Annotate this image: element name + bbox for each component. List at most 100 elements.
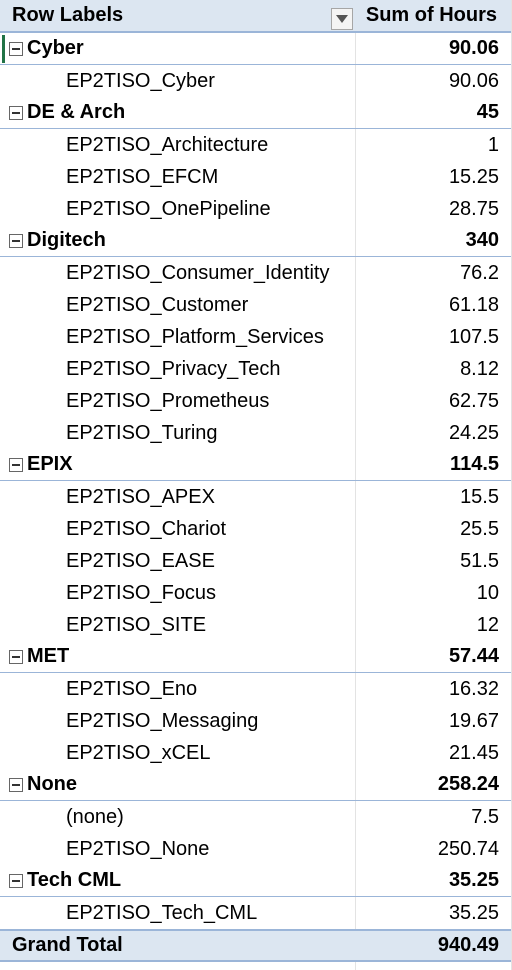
item-label: EP2TISO_EASE [66, 549, 215, 572]
item-label: EP2TISO_Customer [66, 293, 249, 316]
group-total: 57.44 [448, 645, 499, 667]
item-row[interactable]: EP2TISO_Tech_CML 35.25 [0, 897, 511, 929]
item-value: 10 [476, 581, 499, 604]
row-labels-header-cell[interactable]: Row Labels [0, 4, 355, 30]
item-row[interactable]: EP2TISO_Eno 16.32 [0, 673, 511, 705]
item-row[interactable]: EP2TISO_Privacy_Tech 8.12 [0, 353, 511, 385]
group-label-cell[interactable]: EPIX [0, 453, 450, 476]
group-row[interactable]: Tech CML 35.25 [0, 865, 511, 897]
item-value: 25.5 [460, 517, 499, 540]
sum-of-hours-header[interactable]: Sum of Hours [365, 4, 497, 26]
group-name: MET [27, 645, 70, 667]
group-row[interactable]: Cyber 90.06 [0, 33, 511, 65]
item-row[interactable]: EP2TISO_OnePipeline 28.75 [0, 193, 511, 225]
item-row[interactable]: EP2TISO_APEX 15.5 [0, 481, 511, 513]
item-label: EP2TISO_Consumer_Identity [66, 261, 330, 284]
item-label: EP2TISO_SITE [66, 613, 207, 636]
item-row[interactable]: EP2TISO_EASE 51.5 [0, 545, 511, 577]
filter-dropdown-icon[interactable] [331, 8, 353, 30]
group-total: 45 [476, 101, 499, 123]
active-cell-marker [2, 35, 5, 63]
item-row[interactable]: (none) 7.5 [0, 801, 511, 833]
group-row[interactable]: DE & Arch 45 [0, 97, 511, 129]
collapse-minus-icon[interactable] [9, 41, 23, 56]
item-row[interactable]: EP2TISO_Prometheus 62.75 [0, 385, 511, 417]
item-label: EP2TISO_Tech_CML [66, 901, 258, 924]
item-value: 19.67 [448, 709, 499, 732]
item-value: 107.5 [448, 325, 499, 348]
item-label: EP2TISO_Focus [66, 581, 217, 604]
group-label-cell[interactable]: DE & Arch [0, 101, 477, 124]
group-name: Digitech [27, 229, 106, 251]
group-name: Tech CML [27, 869, 122, 891]
item-row[interactable]: EP2TISO_Chariot 25.5 [0, 513, 511, 545]
item-row[interactable]: EP2TISO_xCEL 21.45 [0, 737, 511, 769]
item-label: EP2TISO_Messaging [66, 709, 259, 732]
grand-total-value: 940.49 [437, 934, 499, 956]
item-row[interactable]: EP2TISO_Messaging 19.67 [0, 705, 511, 737]
item-value: 250.74 [437, 837, 499, 860]
group-label-cell[interactable]: None [0, 773, 438, 796]
item-row[interactable]: EP2TISO_Focus 10 [0, 577, 511, 609]
group-total: 340 [465, 229, 499, 251]
item-row[interactable]: EP2TISO_Consumer_Identity 76.2 [0, 257, 511, 289]
group-total: 258.24 [437, 773, 499, 795]
item-row[interactable]: EP2TISO_Platform_Services 107.5 [0, 321, 511, 353]
row-labels-header: Row Labels [12, 4, 124, 26]
group-total: 114.5 [450, 453, 499, 475]
grand-total-row[interactable]: Grand Total 940.49 [0, 929, 511, 962]
group-label-cell[interactable]: Cyber [0, 37, 449, 60]
item-value: 15.25 [448, 165, 499, 188]
group-row[interactable]: MET 57.44 [0, 641, 511, 673]
item-value: 16.32 [448, 677, 499, 700]
pivot-body: Cyber 90.06 EP2TISO_Cyber 90.06 DE & Arch 45 E… [0, 33, 511, 929]
collapse-minus-icon[interactable] [9, 105, 23, 120]
item-row[interactable]: EP2TISO_SITE 12 [0, 609, 511, 641]
collapse-minus-icon[interactable] [9, 777, 23, 792]
item-label: EP2TISO_Platform_Services [66, 325, 324, 348]
item-value: 62.75 [448, 389, 499, 412]
item-row[interactable]: EP2TISO_Customer 61.18 [0, 289, 511, 321]
pivot-header-row: Row Labels Sum of Hours [0, 0, 511, 33]
group-total: 90.06 [448, 37, 499, 59]
item-value: 28.75 [448, 197, 499, 220]
group-name: None [27, 773, 77, 795]
group-name: Cyber [27, 37, 84, 59]
collapse-minus-icon[interactable] [9, 457, 23, 472]
item-value: 15.5 [460, 485, 499, 508]
item-label: EP2TISO_Architecture [66, 133, 269, 156]
item-label: EP2TISO_OnePipeline [66, 197, 271, 220]
item-label: EP2TISO_None [66, 837, 210, 860]
item-value: 35.25 [448, 901, 499, 924]
item-row[interactable]: EP2TISO_EFCM 15.25 [0, 161, 511, 193]
group-row[interactable]: EPIX 114.5 [0, 449, 511, 481]
group-name: EPIX [27, 453, 73, 475]
group-name: DE & Arch [27, 101, 126, 123]
group-row[interactable]: Digitech 340 [0, 225, 511, 257]
item-value: 21.45 [448, 741, 499, 764]
collapse-minus-icon[interactable] [9, 873, 23, 888]
item-value: 8.12 [460, 357, 499, 380]
item-row[interactable]: EP2TISO_Turing 24.25 [0, 417, 511, 449]
collapse-minus-icon[interactable] [9, 233, 23, 248]
item-row[interactable]: EP2TISO_None 250.74 [0, 833, 511, 865]
collapse-minus-icon[interactable] [9, 649, 23, 664]
item-row[interactable]: EP2TISO_Architecture 1 [0, 129, 511, 161]
group-label-cell[interactable]: MET [0, 645, 449, 668]
item-label: EP2TISO_Prometheus [66, 389, 270, 412]
group-label-cell[interactable]: Digitech [0, 229, 466, 252]
item-label: EP2TISO_xCEL [66, 741, 211, 764]
item-row[interactable]: EP2TISO_Cyber 90.06 [0, 65, 511, 97]
group-row[interactable]: None 258.24 [0, 769, 511, 801]
item-label: EP2TISO_Turing [66, 421, 218, 444]
item-label: EP2TISO_APEX [66, 485, 215, 508]
group-total: 35.25 [448, 869, 499, 891]
group-label-cell[interactable]: Tech CML [0, 869, 449, 892]
item-value: 12 [476, 613, 499, 636]
item-value: 61.18 [448, 293, 499, 316]
item-label: EP2TISO_Cyber [66, 69, 215, 92]
item-label: EP2TISO_Privacy_Tech [66, 357, 281, 380]
item-value: 1 [487, 133, 499, 156]
item-label: EP2TISO_Eno [66, 677, 198, 700]
